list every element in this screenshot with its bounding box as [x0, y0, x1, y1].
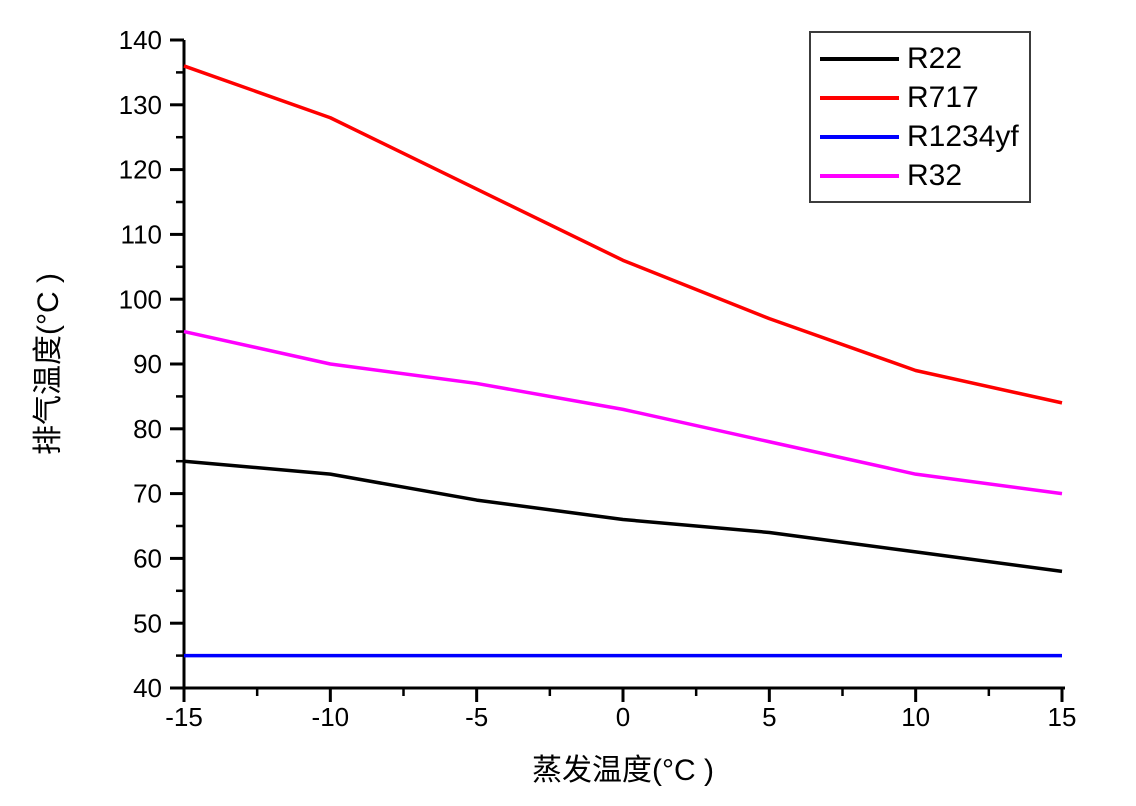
- legend-line-sample-r32: [820, 173, 899, 178]
- y-tick-label: 90: [133, 349, 162, 379]
- legend-item-r1234yf: R1234yf: [820, 119, 1029, 155]
- legend-item-r717: R717: [820, 80, 1029, 116]
- y-axis-title: 排气温度(°C ): [32, 273, 65, 455]
- x-tick-label: 0: [616, 702, 630, 732]
- legend-label-r1234yf: R1234yf: [907, 119, 1019, 153]
- legend-item-r22: R22: [820, 41, 1029, 77]
- y-tick-label: 50: [133, 608, 162, 638]
- y-tick-label: 70: [133, 479, 162, 509]
- x-tick-label: 10: [901, 702, 930, 732]
- y-tick-label: 140: [119, 25, 162, 55]
- y-tick-label: 80: [133, 414, 162, 444]
- legend-line-sample-r717: [820, 95, 899, 100]
- series-line-r22: [183, 459, 1063, 574]
- legend-label-r32: R32: [907, 158, 963, 192]
- x-axis-ticks: -15 -10 -5 0 5 10 15: [165, 688, 1076, 732]
- series-line-r32: [183, 329, 1063, 496]
- y-tick-label: 130: [119, 90, 162, 120]
- legend-item-r32: R32: [820, 158, 1029, 194]
- legend-label-r22: R22: [907, 41, 963, 75]
- series-line-r717: [183, 64, 1063, 405]
- y-axis-ticks: 40 50 60 70 80 90 100 110 120 130 140: [119, 25, 184, 703]
- legend: R22 R717 R1234yf R32: [809, 31, 1031, 203]
- y-tick-label: 110: [121, 220, 162, 250]
- legend-label-r717: R717: [907, 80, 979, 114]
- legend-line-sample-r1234yf: [820, 134, 899, 139]
- legend-line-sample-r22: [820, 56, 899, 61]
- x-tick-label: 5: [762, 702, 776, 732]
- x-tick-label: -10: [312, 702, 350, 732]
- y-tick-label: 120: [119, 155, 162, 185]
- y-tick-label: 100: [119, 284, 162, 314]
- y-tick-label: 40: [133, 673, 162, 703]
- x-tick-label: -5: [465, 702, 488, 732]
- x-axis-title: 蒸发温度(°C ): [532, 754, 714, 787]
- y-tick-label: 60: [133, 544, 162, 574]
- x-tick-label: -15: [165, 702, 203, 732]
- x-tick-label: 15: [1048, 702, 1077, 732]
